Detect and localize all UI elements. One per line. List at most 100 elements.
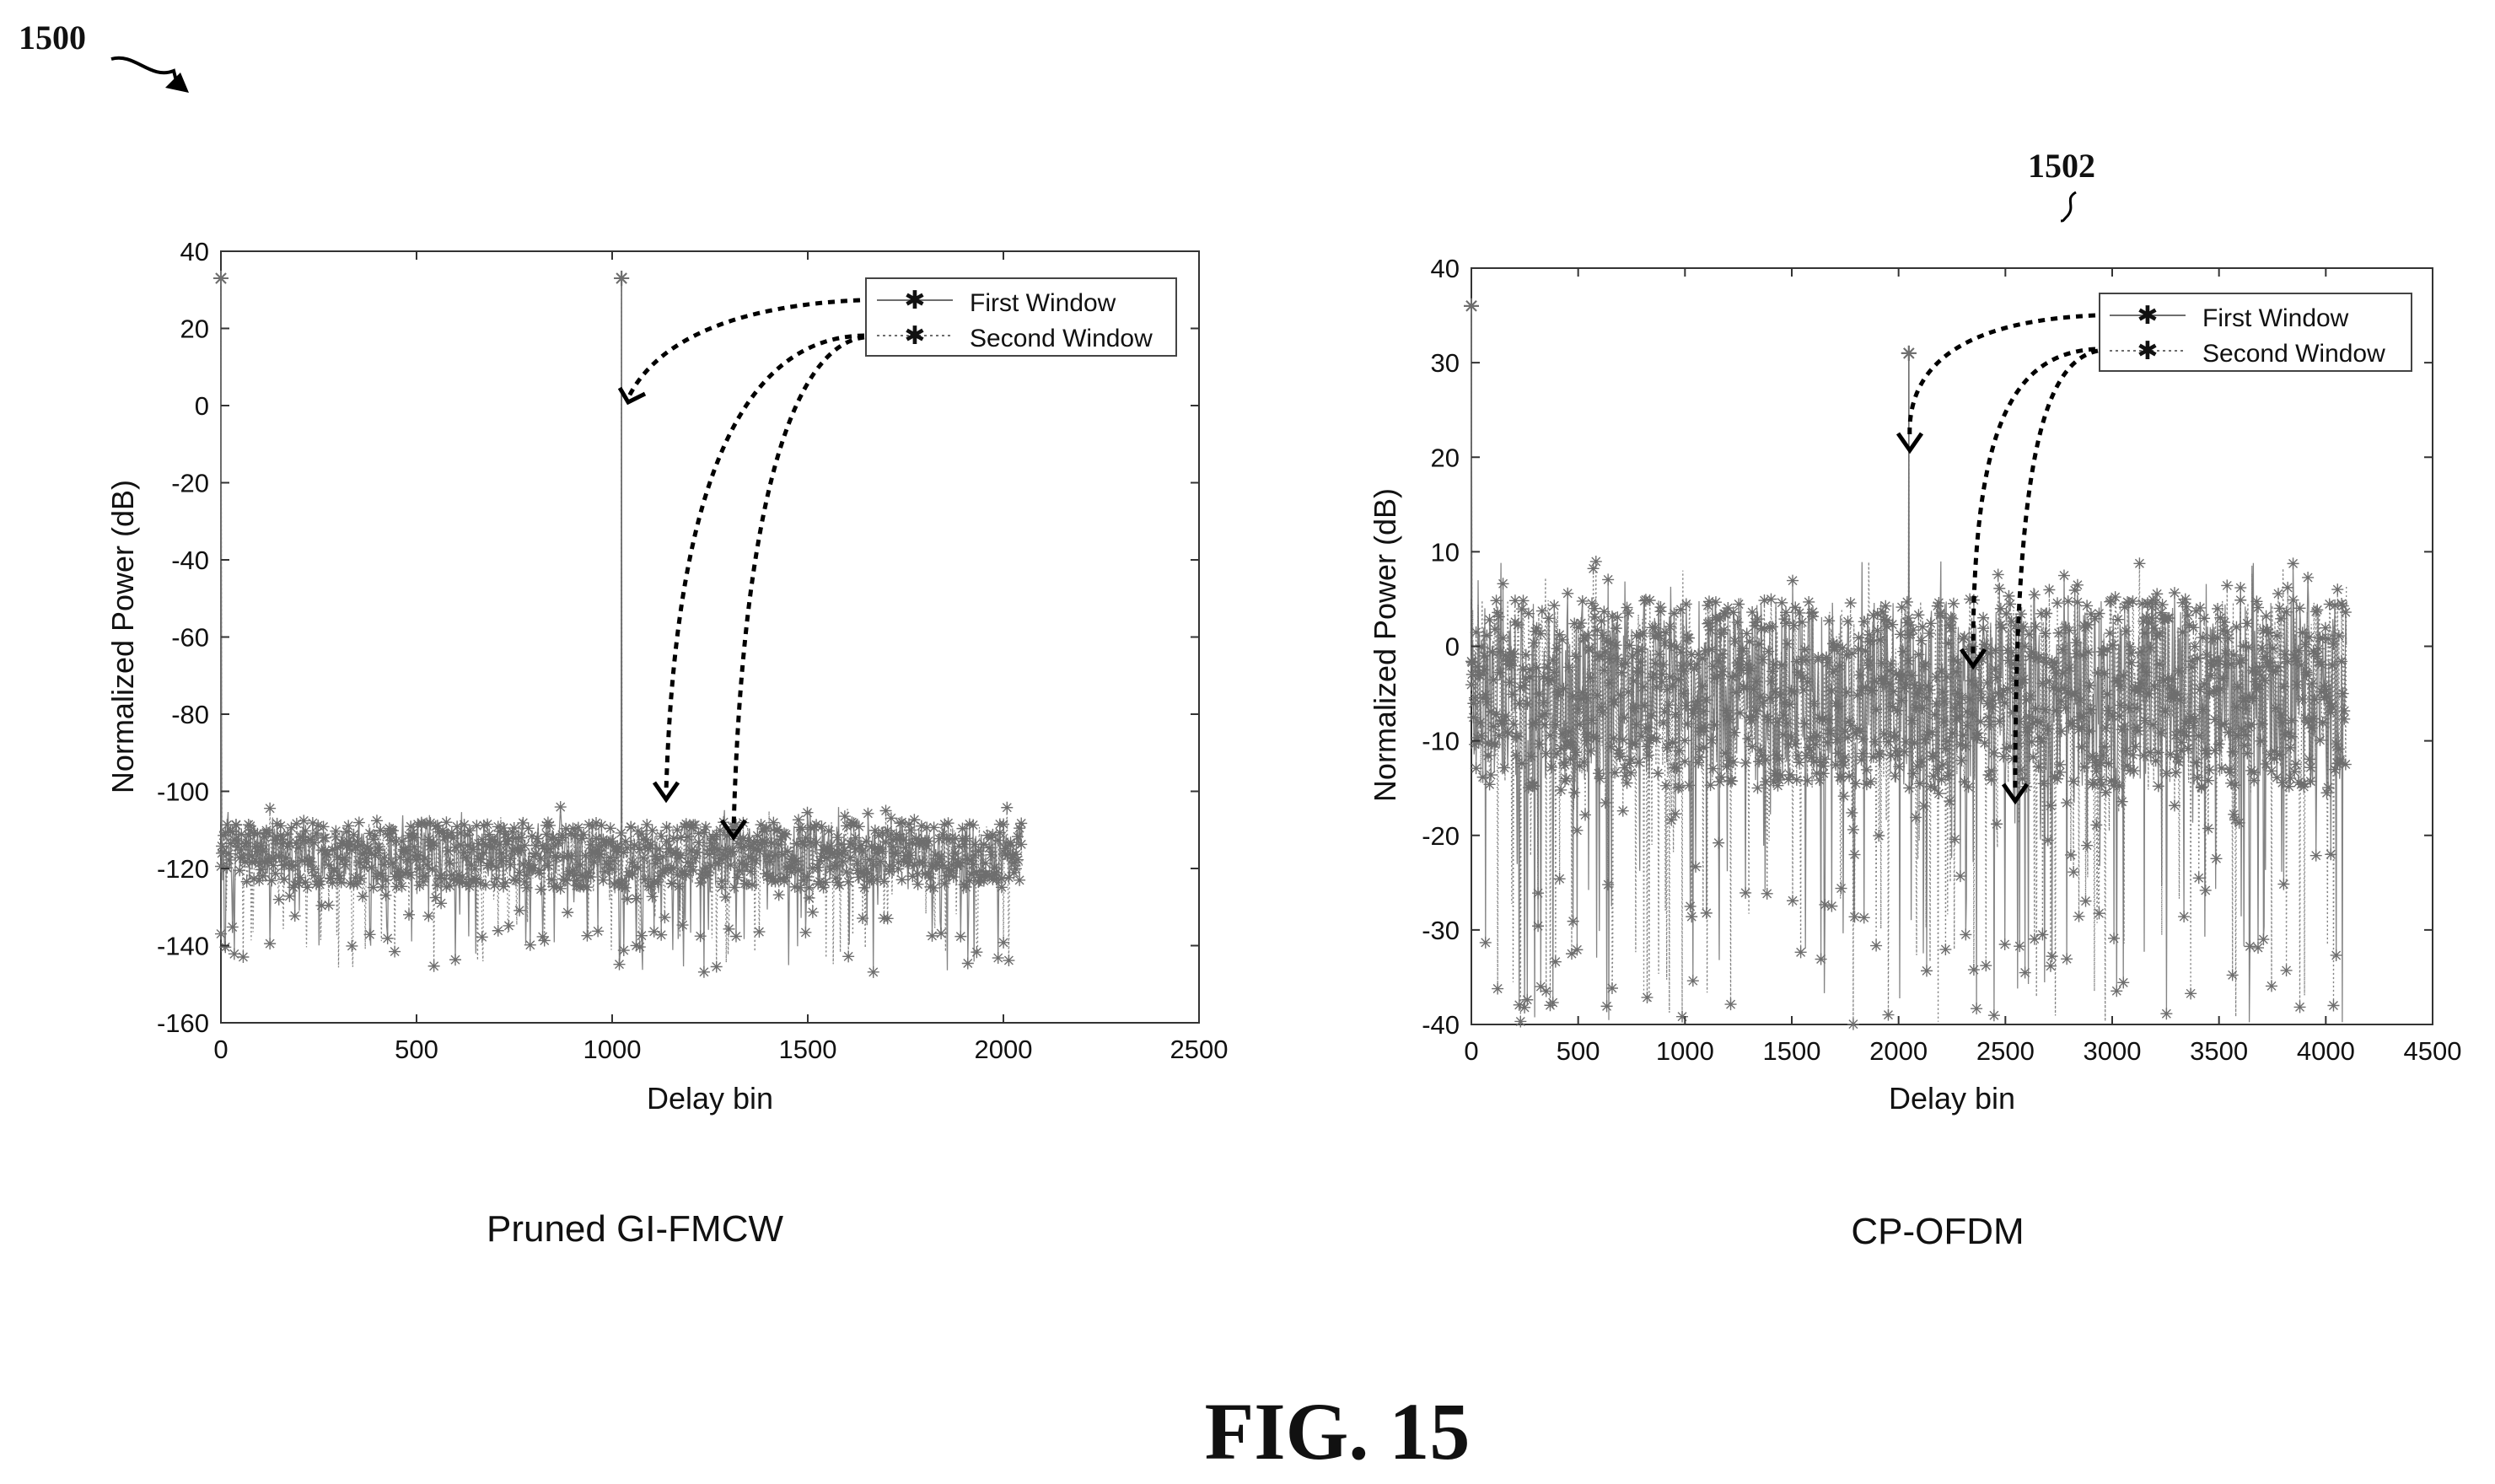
series-marker [680, 868, 692, 881]
series-marker [2264, 656, 2277, 669]
series-marker [2091, 666, 2104, 679]
y-tick-label: -140 [157, 932, 209, 961]
series-marker [1830, 697, 1842, 710]
series-marker [1485, 769, 1498, 782]
series-marker [354, 872, 367, 884]
series-marker [1603, 676, 1616, 689]
series-marker [1691, 695, 1703, 707]
series-marker [1623, 639, 1636, 652]
series-marker [433, 825, 445, 838]
series-marker [1560, 772, 1573, 785]
series-marker [487, 841, 499, 853]
series-marker [697, 965, 710, 978]
series-marker [602, 836, 615, 848]
series-marker [2001, 682, 2014, 695]
series-marker [1686, 975, 1699, 987]
series-marker [963, 874, 976, 887]
series-marker [792, 814, 804, 826]
series-marker [1004, 836, 1017, 849]
series-marker [492, 924, 504, 937]
series-marker [1762, 645, 1775, 658]
series-marker [750, 854, 762, 867]
series-marker [961, 957, 974, 970]
series-marker [1675, 603, 1687, 616]
series-marker [294, 871, 307, 884]
series-marker [2032, 761, 2045, 773]
series-marker [568, 830, 581, 842]
series-marker [787, 862, 799, 874]
series-marker [2102, 757, 2115, 770]
series-marker [426, 839, 438, 852]
series-marker [338, 858, 351, 871]
series-marker [2331, 583, 2344, 596]
series-marker [1709, 596, 1722, 609]
series-marker [1492, 729, 1505, 742]
series-marker [460, 852, 472, 864]
series-marker [1643, 722, 1655, 734]
series-marker [1656, 668, 1669, 680]
series-marker [1676, 1010, 1689, 1023]
series-marker [1503, 676, 1516, 689]
series-marker [394, 851, 406, 863]
series-marker [357, 890, 369, 903]
series-marker [2057, 643, 2069, 656]
series-marker [767, 816, 780, 829]
series-marker [1713, 836, 1725, 849]
series-marker [2133, 557, 2146, 570]
series-marker [384, 834, 397, 847]
series-marker [2030, 621, 2042, 633]
series-marker [847, 819, 860, 831]
series-marker [461, 839, 474, 852]
series-marker [2287, 594, 2299, 606]
series-marker [2027, 750, 2040, 763]
series-marker [1977, 622, 1990, 635]
series-marker [814, 875, 826, 888]
series-marker [1953, 697, 1965, 710]
series-marker [883, 865, 895, 878]
series-marker [376, 869, 389, 882]
series-marker [1902, 654, 1915, 667]
series-marker [876, 826, 889, 839]
series-marker [519, 839, 531, 852]
chart-1-legend-label-first: First Window [2202, 304, 2349, 332]
series-marker [1915, 755, 1928, 768]
series-marker [1967, 964, 1980, 976]
series-marker [215, 928, 227, 940]
series-marker [675, 831, 687, 844]
series-marker [431, 879, 444, 892]
series-marker [1858, 911, 1870, 924]
series-marker [1922, 680, 1934, 692]
series-marker [584, 871, 597, 884]
series-marker [782, 845, 794, 858]
series-marker [660, 836, 673, 848]
series-marker [298, 815, 310, 827]
series-marker [1589, 732, 1602, 745]
series-marker [218, 829, 230, 841]
series-marker [2176, 596, 2189, 609]
series-marker [583, 818, 595, 831]
series-marker [919, 835, 932, 847]
series-marker [1720, 704, 1733, 717]
series-marker [304, 833, 317, 846]
series-marker [721, 850, 734, 863]
series-marker [1778, 696, 1791, 709]
series-marker [565, 827, 578, 840]
series-marker [1691, 658, 1703, 670]
series-marker [1852, 632, 1865, 644]
chart-1-legend-marker-second: ✱ [2137, 337, 2158, 365]
series-marker [1675, 646, 1687, 659]
series-marker [1960, 928, 1972, 941]
series-marker [2320, 690, 2333, 702]
y-tick-label: -40 [171, 546, 209, 575]
series-marker [726, 845, 739, 858]
series-marker [1668, 607, 1680, 620]
series-marker [921, 821, 933, 834]
series-marker [1486, 646, 1498, 659]
series-marker [381, 828, 394, 841]
series-marker [541, 816, 554, 829]
series-marker [485, 857, 497, 869]
series-marker [924, 880, 937, 893]
series-marker [2048, 771, 2061, 783]
series-marker [306, 863, 319, 876]
series-marker [570, 874, 583, 887]
